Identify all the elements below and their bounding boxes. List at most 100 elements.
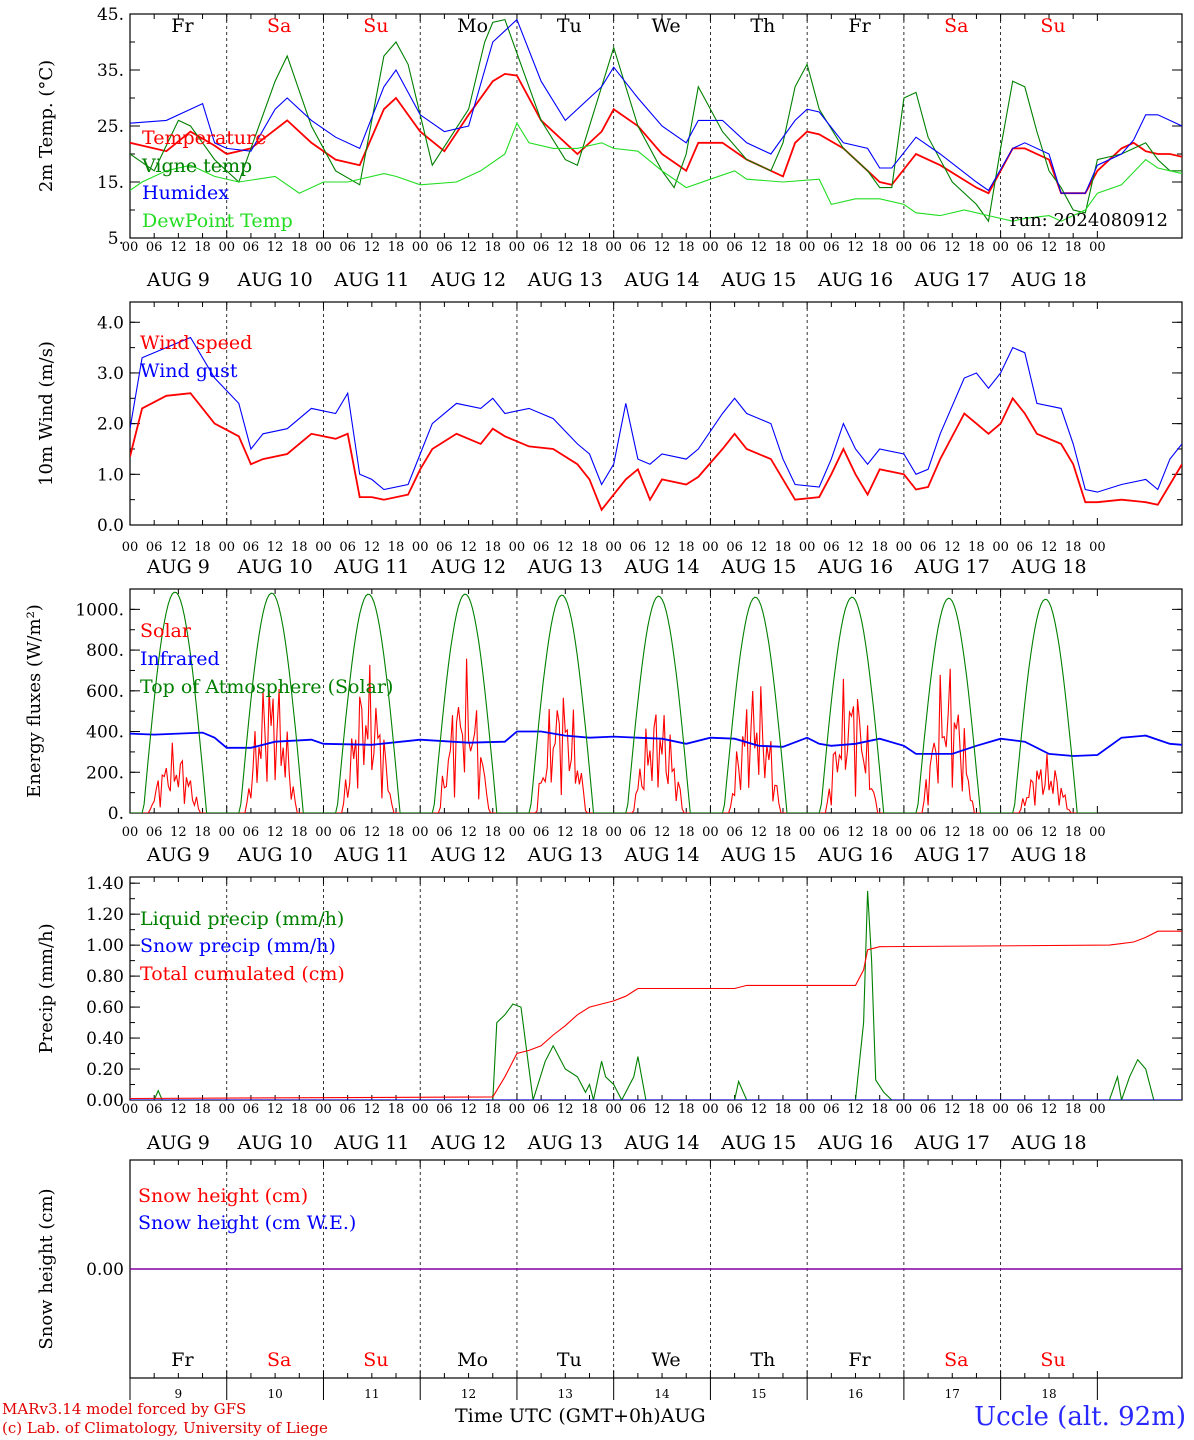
y-tick-label: 0.00 <box>86 1091 124 1111</box>
y-axis-label: Precip (mm/h) <box>36 923 57 1053</box>
hour-tick-label: 00 <box>896 825 913 840</box>
series-line-wind-gust <box>130 336 1182 493</box>
hour-tick-label: 00 <box>1089 1102 1106 1117</box>
date-label: AUG 14 <box>623 556 699 578</box>
hour-tick-label: 00 <box>799 825 816 840</box>
y-axis-label: Snow height (cm) <box>36 1188 57 1349</box>
hour-tick-label: 12 <box>654 825 671 840</box>
y-tick-label: 25. <box>97 117 124 137</box>
legend-entry: Total cumulated (cm) <box>140 963 345 985</box>
hour-tick-label: 18 <box>775 1102 792 1117</box>
hour-tick-label: 00 <box>1089 240 1106 255</box>
hour-tick-label: 06 <box>146 540 163 555</box>
hour-tick-label: 12 <box>364 540 381 555</box>
legend-entry: Liquid precip (mm/h) <box>140 908 344 930</box>
series-line-top-of-atmosphere-solar <box>130 591 1098 813</box>
hour-tick-label: 00 <box>509 1102 526 1117</box>
hour-tick-label: 18 <box>678 825 695 840</box>
hour-tick-label: 00 <box>605 240 622 255</box>
day-number-label: 13 <box>558 1387 573 1401</box>
hour-tick-label: 12 <box>847 540 864 555</box>
hour-tick-label: 12 <box>557 825 574 840</box>
day-of-week-label: Sa <box>267 1349 291 1371</box>
hour-tick-label: 18 <box>678 1102 695 1117</box>
y-tick-label: 0. <box>108 804 124 824</box>
y-axis-label: Energy fluxes (W/m²) <box>24 604 45 798</box>
date-label: AUG 14 <box>623 269 699 291</box>
hour-tick-label: 18 <box>968 540 985 555</box>
hour-tick-label: 18 <box>484 240 501 255</box>
hour-tick-label: 18 <box>1065 240 1082 255</box>
hour-tick-label: 00 <box>896 540 913 555</box>
series-line-liquid-precip-mm-h <box>130 890 1182 1100</box>
date-label: AUG 10 <box>237 1132 313 1154</box>
hour-tick-label: 18 <box>968 240 985 255</box>
hour-tick-label: 06 <box>436 825 453 840</box>
credit-lab: (c) Lab. of Climatology, University of L… <box>2 1419 328 1437</box>
hour-tick-label: 06 <box>726 540 743 555</box>
day-of-week-label: Sa <box>267 15 291 37</box>
day-number-label: 9 <box>175 1387 183 1401</box>
hour-tick-label: 06 <box>920 240 937 255</box>
y-tick-label: 5. <box>108 229 124 249</box>
day-number-label: 10 <box>267 1387 282 1401</box>
hour-tick-label: 18 <box>678 540 695 555</box>
hour-tick-label: 12 <box>267 825 284 840</box>
hour-tick-label: 12 <box>944 240 961 255</box>
hour-tick-label: 00 <box>992 240 1009 255</box>
day-number-label: 12 <box>461 1387 476 1401</box>
day-of-week-label: Tu <box>557 1349 582 1371</box>
y-axis-label: 10m Wind (m/s) <box>36 341 57 486</box>
hour-tick-label: 06 <box>630 240 647 255</box>
date-label: AUG 17 <box>914 269 990 291</box>
y-tick-label: 1.00 <box>86 936 124 956</box>
hour-tick-label: 12 <box>751 540 768 555</box>
legend-entry: Temperature <box>142 127 266 149</box>
hour-tick-label: 18 <box>968 825 985 840</box>
hour-tick-label: 12 <box>847 825 864 840</box>
date-label: AUG 17 <box>914 556 990 578</box>
date-label: AUG 13 <box>527 556 603 578</box>
legend-entry: Top of Atmosphere (Solar) <box>140 676 393 698</box>
legend-entry: Humidex <box>142 182 229 204</box>
hour-tick-label: 12 <box>170 1102 187 1117</box>
hour-tick-label: 18 <box>291 1102 308 1117</box>
date-label: AUG 13 <box>527 844 603 866</box>
legend-entry: Snow height (cm W.E.) <box>138 1212 356 1234</box>
y-axis-label: 2m Temp. (°C) <box>36 60 57 192</box>
hour-tick-label: 12 <box>944 1102 961 1117</box>
hour-tick-label: 06 <box>339 825 356 840</box>
day-of-week-label: Su <box>1040 15 1065 37</box>
hour-tick-label: 12 <box>751 1102 768 1117</box>
y-tick-label: 15. <box>97 173 124 193</box>
day-of-week-label: Su <box>363 15 388 37</box>
date-label: AUG 18 <box>1010 556 1086 578</box>
hour-tick-label: 06 <box>630 540 647 555</box>
hour-tick-label: 12 <box>847 240 864 255</box>
hour-tick-label: 00 <box>412 1102 429 1117</box>
hour-tick-label: 18 <box>871 240 888 255</box>
panel-5: 0.00 Snow height (cm) Snow height (cm) Snow… <box>36 1159 1183 1379</box>
date-label: AUG 11 <box>333 269 409 291</box>
legend-entry: Snow height (cm) <box>138 1185 308 1207</box>
series-line-vigne-temp <box>130 18 1182 223</box>
hour-tick-label: 00 <box>315 240 332 255</box>
hour-tick-label: 00 <box>605 540 622 555</box>
station-name: Uccle (alt. 92m) <box>974 1402 1186 1432</box>
hour-tick-label: 00 <box>218 540 235 555</box>
hour-tick-label: 06 <box>1017 240 1034 255</box>
hour-tick-label: 00 <box>702 240 719 255</box>
date-label: AUG 18 <box>1010 844 1086 866</box>
hour-tick-label: 00 <box>702 1102 719 1117</box>
day-of-week-label: Fr <box>848 15 871 37</box>
hour-tick-label: 00 <box>1089 825 1106 840</box>
hour-tick-label: 06 <box>823 240 840 255</box>
day-of-week-label: Fr <box>171 1349 194 1371</box>
date-label: AUG 15 <box>720 556 796 578</box>
date-label: AUG 11 <box>333 844 409 866</box>
day-of-week-label: Sa <box>944 15 968 37</box>
date-label: AUG 12 <box>430 269 506 291</box>
y-tick-label: 0.0 <box>97 516 124 536</box>
day-number-label: 16 <box>848 1387 863 1401</box>
hour-tick-label: 18 <box>388 240 405 255</box>
